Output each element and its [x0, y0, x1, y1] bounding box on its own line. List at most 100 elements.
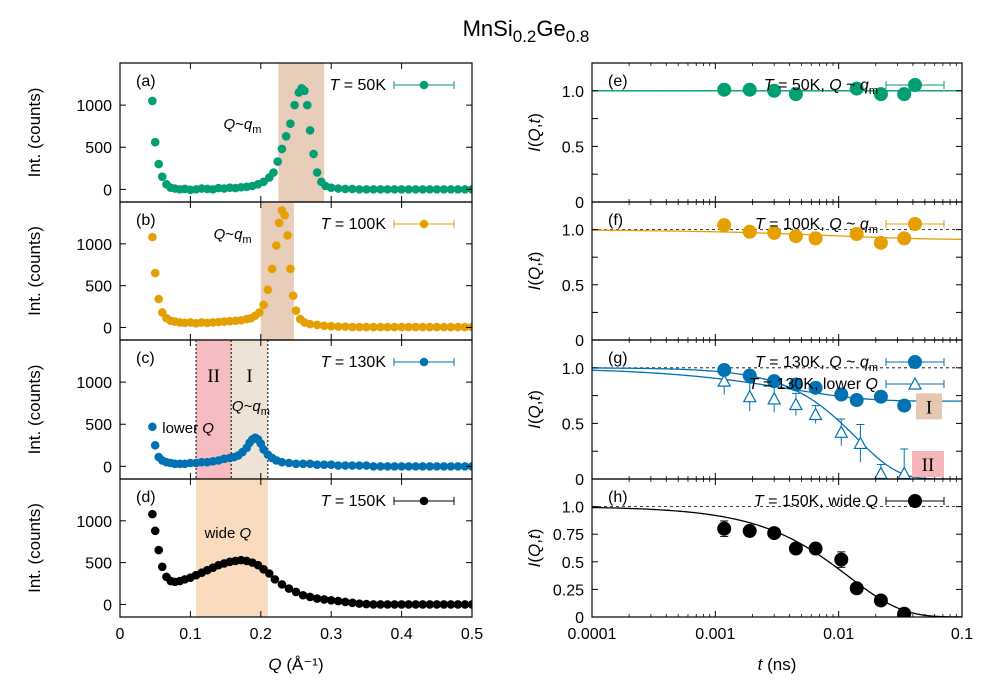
- data-point: [312, 594, 322, 603]
- data-point: [369, 185, 378, 194]
- plot-area-c: [148, 340, 472, 479]
- data-point: [283, 231, 292, 240]
- data-point: [362, 599, 371, 609]
- data-point: [340, 184, 350, 194]
- x-tick-label: 0.1: [951, 626, 973, 643]
- data-point: [376, 462, 385, 471]
- data-point: [148, 509, 157, 519]
- shaded-band: [196, 479, 268, 617]
- data-point: [271, 241, 281, 250]
- data-point: [742, 82, 757, 97]
- data-point-lower-q: [717, 373, 732, 387]
- data-point: [432, 185, 442, 194]
- y-tick-label: 0: [103, 459, 112, 476]
- y-tick-label: 0.25: [553, 582, 584, 599]
- y-tick-label: 1.0: [562, 500, 584, 517]
- data-point-lower-q: [853, 436, 868, 450]
- data-point: [446, 322, 456, 332]
- fit-curve: [592, 506, 962, 617]
- data-point: [897, 398, 912, 413]
- data-point: [333, 184, 343, 193]
- data-point: [808, 380, 823, 395]
- data-point: [767, 225, 782, 240]
- legend-label: T = 130K, Q ~ qm: [755, 354, 878, 374]
- data-point: [362, 322, 371, 332]
- x-tick-label: 0.01: [823, 626, 854, 643]
- data-point: [305, 126, 315, 135]
- data-point: [286, 264, 295, 274]
- data-point: [425, 322, 435, 332]
- data-point: [269, 168, 278, 177]
- data-point: [849, 581, 864, 596]
- data-point: [717, 521, 732, 536]
- data-point: [390, 185, 399, 194]
- data-point: [742, 224, 757, 239]
- legend-marker: [907, 376, 923, 390]
- data-point: [834, 552, 849, 567]
- data-point: [808, 541, 823, 556]
- data-point: [873, 389, 888, 404]
- data-point: [263, 285, 273, 295]
- legend-label: T = 130K: [321, 354, 387, 371]
- peak-annotation: Q~qm: [232, 398, 270, 418]
- data-point: [154, 159, 164, 169]
- region-label-II: II: [922, 455, 935, 476]
- legend-marker: [908, 355, 922, 369]
- x-axis-label: Q (Å⁻¹): [268, 655, 323, 674]
- data-point: [286, 119, 295, 128]
- data-point: [460, 462, 470, 471]
- y-tick-label: 0.5: [562, 278, 584, 295]
- data-point: [788, 87, 803, 102]
- data-point: [157, 172, 167, 182]
- data-point: [270, 575, 280, 584]
- plot-area-a: [148, 63, 472, 202]
- data-point: [397, 600, 406, 609]
- data-point: [150, 268, 160, 278]
- data-point: [369, 600, 378, 609]
- data-point: [348, 598, 357, 608]
- data-point: [150, 137, 160, 147]
- y-tick-label: 1000: [76, 98, 112, 115]
- data-point: [383, 462, 392, 471]
- data-point: [355, 599, 364, 608]
- data-point: [418, 185, 428, 194]
- x-tick-label: 0.3: [320, 626, 342, 643]
- data-point: [312, 168, 322, 177]
- data-point: [154, 545, 164, 555]
- y-axis-label: I(Q,t): [525, 390, 544, 429]
- x-tick-label: 0.0001: [568, 626, 617, 643]
- data-point: [291, 459, 301, 469]
- data-point: [326, 460, 336, 469]
- panel-c: 0 500 1000 Int. (counts) (c) T = 130K Q~qm lowe…: [25, 339, 473, 480]
- region-label-I: I: [246, 366, 252, 387]
- data-point: [873, 235, 888, 250]
- data-point: [284, 584, 294, 593]
- panel-label: (e): [608, 73, 628, 90]
- data-point: [319, 595, 329, 604]
- data-point: [348, 322, 357, 332]
- y-tick-label: 0: [103, 320, 112, 337]
- data-point: [439, 185, 449, 194]
- data-point: [834, 387, 849, 402]
- data-point: [376, 600, 385, 609]
- legend-label: T = 150K, wide Q: [754, 493, 878, 510]
- y-tick-label: 1000: [76, 514, 112, 531]
- data-point: [453, 185, 463, 194]
- data-point: [326, 321, 336, 331]
- data-point: [305, 592, 315, 602]
- data-point: [425, 185, 435, 194]
- y-tick-label: 1.0: [562, 223, 584, 240]
- wide-q-annotation: wide Q: [203, 525, 251, 542]
- data-point: [897, 87, 912, 102]
- data-point: [411, 600, 420, 609]
- data-point: [897, 606, 912, 617]
- data-point: [148, 422, 157, 432]
- region-label-I: I: [926, 397, 932, 418]
- data-point: [404, 322, 413, 332]
- data-point: [274, 218, 284, 228]
- panel-f: 0 0.5 1.0 I(Q,t) (f) T = 100K, Q ~ qm: [525, 201, 963, 350]
- data-point: [808, 231, 823, 246]
- y-tick-label: 500: [85, 417, 112, 434]
- plot-grid: 0 500 1000 Int. (counts) (a) T = 50K Q~qm 0 500 1…: [25, 62, 973, 674]
